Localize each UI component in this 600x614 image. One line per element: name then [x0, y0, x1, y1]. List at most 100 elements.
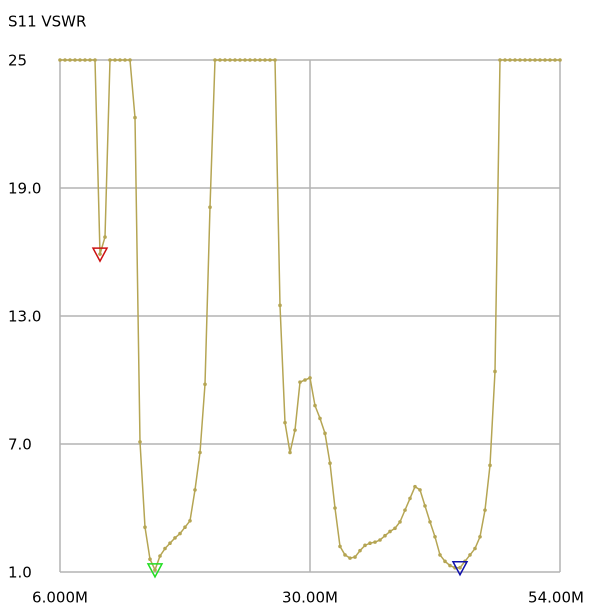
data-point: [263, 58, 267, 62]
y-tick-label: 25: [8, 52, 27, 70]
data-point: [63, 58, 67, 62]
data-point: [148, 557, 152, 561]
data-point: [498, 58, 502, 62]
data-point: [78, 58, 82, 62]
y-tick-label: 19.0: [8, 180, 41, 198]
data-point: [473, 546, 477, 551]
data-point: [408, 496, 412, 501]
data-point: [548, 58, 552, 62]
data-point: [358, 548, 362, 553]
data-point: [108, 58, 112, 62]
data-point: [373, 540, 377, 544]
data-point: [318, 416, 322, 421]
data-point: [293, 428, 297, 432]
data-point: [143, 525, 147, 529]
data-point: [508, 58, 512, 62]
data-point: [423, 504, 427, 508]
data-point: [553, 58, 557, 62]
data-point: [258, 58, 262, 62]
data-point: [513, 58, 517, 62]
data-point: [93, 58, 97, 62]
data-point: [158, 554, 162, 558]
data-point: [313, 403, 317, 408]
data-point: [398, 520, 402, 524]
data-point: [178, 531, 182, 536]
y-tick-label: 7.0: [8, 436, 32, 454]
data-point: [333, 506, 337, 510]
data-point: [483, 508, 487, 512]
data-point: [538, 58, 542, 62]
data-point: [98, 252, 102, 256]
marker: [91, 247, 109, 263]
data-point: [173, 536, 177, 540]
data-point: [528, 58, 532, 62]
data-point: [283, 420, 287, 425]
data-point: [83, 58, 87, 62]
data-point: [208, 205, 212, 209]
data-point: [243, 58, 247, 62]
data-point: [503, 58, 507, 62]
data-point: [198, 450, 202, 455]
data-point: [238, 58, 242, 62]
data-point: [523, 58, 527, 62]
data-point: [168, 541, 172, 545]
data-point: [138, 440, 142, 444]
x-tick-label: 6.000M: [32, 589, 88, 607]
data-point: [308, 376, 312, 380]
data-point: [288, 450, 292, 455]
data-point: [88, 58, 92, 62]
data-point: [378, 538, 382, 542]
data-point: [68, 58, 72, 62]
data-point: [343, 553, 347, 557]
data-point: [303, 378, 307, 382]
data-point: [213, 58, 217, 62]
data-point: [353, 555, 357, 559]
data-point: [518, 58, 522, 62]
data-point: [388, 529, 392, 534]
data-point: [278, 303, 282, 308]
data-point: [203, 382, 207, 387]
data-point: [223, 58, 227, 62]
x-tick-label: 30.00M: [282, 589, 338, 607]
data-point: [443, 559, 447, 564]
data-point: [468, 553, 472, 557]
data-point: [228, 58, 232, 62]
data-point: [413, 484, 417, 489]
data-point: [163, 546, 167, 551]
data-point: [153, 568, 157, 572]
data-point: [348, 556, 352, 560]
data-point: [323, 431, 327, 436]
data-point: [218, 58, 222, 62]
data-point: [533, 58, 537, 62]
data-point: [183, 525, 187, 529]
data-point: [188, 519, 192, 523]
data-point: [273, 58, 277, 62]
y-tick-label: 13.0: [8, 308, 41, 326]
data-point: [428, 520, 432, 524]
data-point: [393, 526, 397, 531]
chart-title: S11 VSWR: [8, 13, 86, 31]
data-point: [328, 461, 332, 466]
data-point: [193, 488, 197, 492]
data-point: [233, 58, 237, 62]
data-point: [543, 58, 547, 62]
data-point: [368, 541, 372, 545]
marker: [146, 563, 164, 579]
data-point: [103, 235, 107, 239]
data-point: [438, 553, 442, 557]
data-point: [433, 535, 437, 539]
data-point: [383, 533, 387, 538]
data-point: [458, 565, 462, 570]
marker: [451, 560, 469, 577]
data-point: [58, 58, 62, 62]
data-point: [448, 563, 452, 568]
data-point: [338, 544, 342, 549]
data-point: [418, 488, 422, 492]
data-point: [253, 58, 257, 62]
x-tick-label: 54.00M: [528, 589, 584, 607]
data-point: [558, 58, 562, 62]
data-point: [128, 58, 132, 62]
y-tick-label: 1.0: [8, 564, 32, 582]
